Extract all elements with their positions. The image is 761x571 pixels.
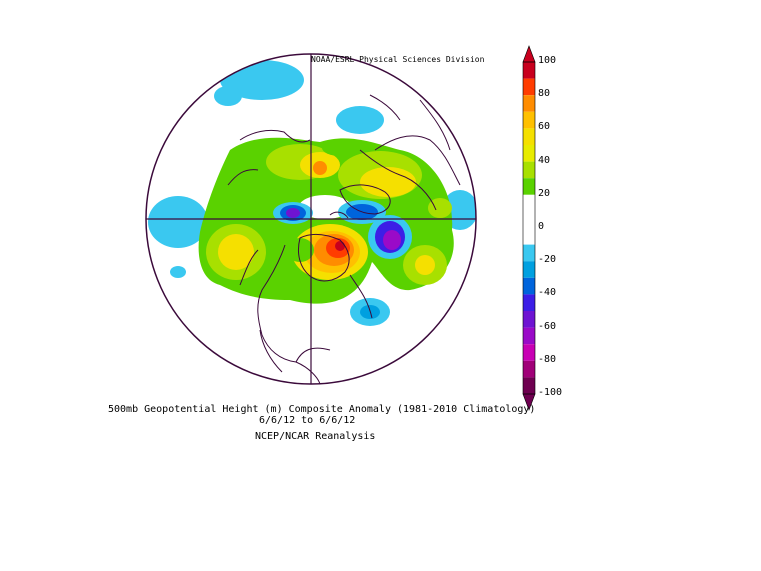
data-source: NCEP/NCAR Reanalysis (255, 431, 376, 442)
colorbar-tick-label: 80 (538, 88, 551, 100)
graticule (146, 54, 476, 384)
map-title: 500mb Geopotential Height (m) Composite … (108, 404, 536, 415)
colorbar-bin (523, 194, 535, 212)
colorbar-bin (523, 277, 535, 295)
colorbar-tick-label: 40 (538, 154, 551, 166)
colorbar-bin (523, 62, 535, 79)
colorbar-bin (523, 327, 535, 345)
colorbar-bin (523, 111, 535, 129)
colorbar-tick-label: -60 (538, 320, 557, 332)
colorbar-tick-label: 0 (538, 221, 545, 232)
colorbar-bin (523, 161, 535, 179)
colorbar-bin (523, 244, 535, 262)
colorbar-tick-label: -20 (538, 254, 557, 266)
colorbar-bin (523, 377, 535, 394)
date-range: 6/6/12 to 6/6/12 (259, 415, 356, 426)
colorbar-bin (523, 145, 535, 162)
credit-text: NOAA/ESRL Physical Sciences Division (311, 55, 485, 64)
colorbar-tick-label: 60 (538, 121, 551, 133)
colorbar-bin (523, 95, 535, 112)
colorbar-tick-label: 100 (538, 55, 557, 66)
colorbar-bin (523, 311, 535, 328)
colorbar-bin (523, 294, 535, 311)
colorbar-tick-label: -100 (538, 387, 563, 398)
colorbar-bin (523, 78, 535, 96)
colorbar-bin (523, 211, 535, 245)
colorbar-frame (522, 61, 536, 395)
coastlines (227, 94, 461, 384)
colorbar-tick-label: 20 (538, 187, 551, 199)
colorbar-bin (523, 344, 535, 361)
colorbar-bin (523, 128, 535, 145)
colorbar-max-arrow (522, 45, 536, 63)
colorbar-bin (523, 261, 535, 278)
colorbar-tick-label: -40 (538, 287, 557, 299)
colorbar-bin (523, 178, 535, 195)
map-boundary (145, 53, 477, 385)
polar-map (146, 54, 476, 384)
colorbar-tick-label: -80 (538, 353, 557, 365)
colorbar-bin (523, 360, 535, 378)
colorbar (522, 45, 536, 411)
